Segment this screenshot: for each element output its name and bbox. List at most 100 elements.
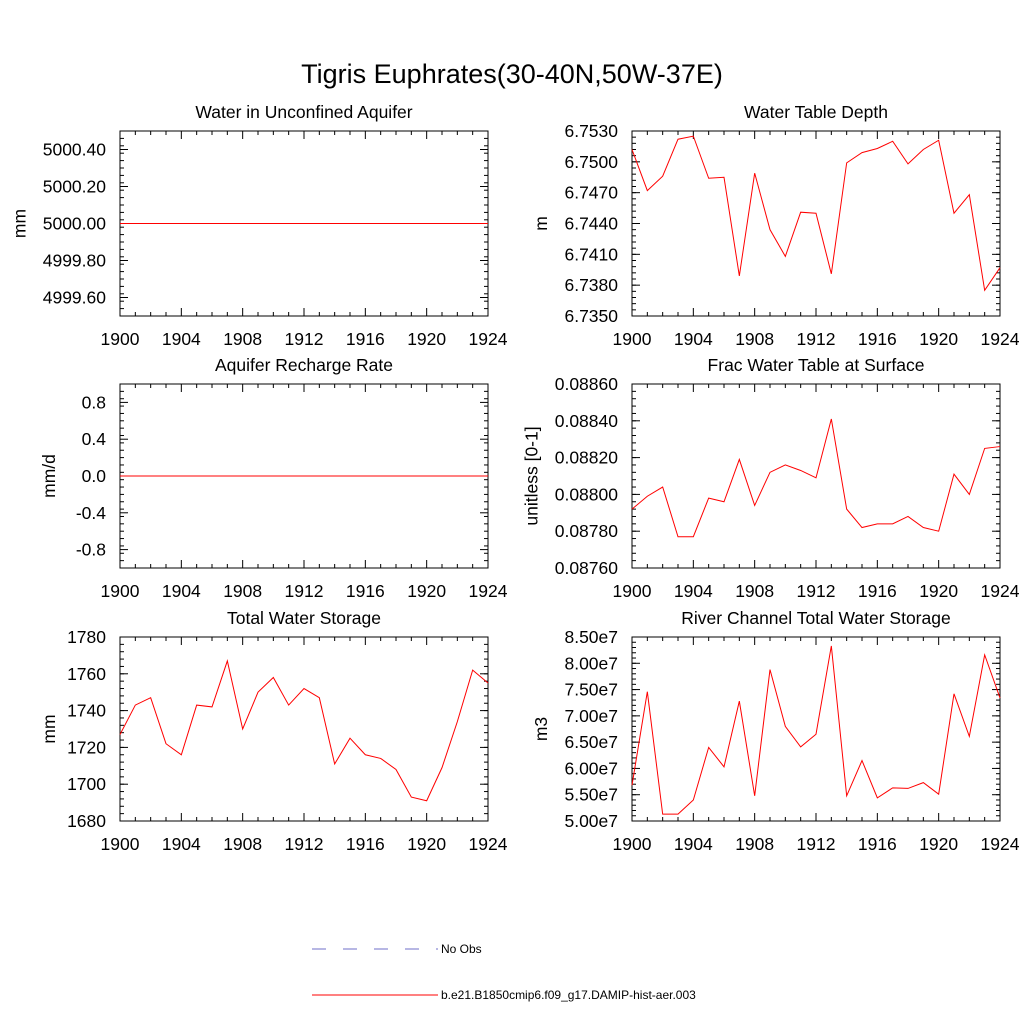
panel-2: Water Table Depth 1900 1904 1908 1912 1916 192… (531, 102, 1020, 349)
y-tick-label: 5.00e7 (564, 811, 618, 831)
plot-frame (631, 636, 1001, 822)
y-tick-label: 6.7470 (564, 183, 618, 203)
x-tick-label: 1912 (797, 834, 836, 854)
y-tick-label: 6.7530 (564, 121, 618, 141)
legend: No Obs b.e21.B1850cmip6.f09_g17.DAMIP-hi… (312, 942, 696, 1002)
x-tick-label: 1920 (407, 581, 446, 601)
x-tick-label: 1912 (285, 581, 324, 601)
y-tick-label: 0.8 (82, 392, 106, 412)
legend-label-model-run: b.e21.B1850cmip6.f09_g17.DAMIP-hist-aer.… (441, 988, 696, 1002)
panel-6: River Channel Total Water Storage 1900 190… (531, 608, 1020, 854)
y-tick-label: 6.50e7 (564, 732, 618, 752)
y-tick-label: 6.7350 (564, 306, 618, 326)
x-tick-label: 1916 (346, 581, 385, 601)
x-tick-label: 1920 (919, 834, 958, 854)
y-tick-label: 6.7410 (564, 244, 618, 264)
y-tick-label: 0.08780 (555, 521, 619, 541)
panel-title: Water Table Depth (744, 102, 888, 122)
y-tick-label: 0.08840 (555, 411, 619, 431)
y-axis-label: mm (39, 714, 59, 743)
y-tick-label: 1700 (67, 774, 106, 794)
y-tick-label: 7.50e7 (564, 680, 618, 700)
x-tick-label: 1916 (858, 581, 897, 601)
panel-title: Total Water Storage (227, 608, 381, 628)
y-tick-label: 4999.80 (43, 251, 107, 271)
series-line (631, 645, 1001, 815)
panel-5: Total Water Storage 1900 1904 1908 1912 1916 1… (39, 608, 508, 854)
x-tick-label: 1924 (981, 834, 1020, 854)
y-tick-label: 0.08860 (555, 374, 619, 394)
x-tick-label: 1900 (613, 834, 652, 854)
x-tick-label: 1912 (285, 834, 324, 854)
plot-frame (631, 130, 1001, 317)
panel-title: River Channel Total Water Storage (681, 608, 950, 628)
x-tick-label: 1900 (101, 581, 140, 601)
series-line (631, 135, 1001, 292)
x-tick-label: 1900 (101, 329, 140, 349)
x-tick-label: 1920 (407, 329, 446, 349)
x-tick-label: 1904 (674, 581, 713, 601)
x-tick-label: 1924 (469, 834, 508, 854)
x-tick-label: 1924 (981, 581, 1020, 601)
x-tick-label: 1924 (469, 581, 508, 601)
y-tick-label: 0.4 (82, 429, 107, 449)
x-tick-label: 1908 (735, 834, 774, 854)
y-tick-label: 6.7380 (564, 275, 618, 295)
series-line (631, 418, 1001, 538)
x-tick-label: 1924 (981, 329, 1020, 349)
y-tick-label: 5000.00 (43, 214, 107, 234)
x-tick-label: 1920 (407, 834, 446, 854)
y-tick-label: 6.7440 (564, 214, 618, 234)
y-tick-label: -0.4 (76, 503, 106, 523)
x-tick-label: 1912 (797, 581, 836, 601)
x-tick-label: 1908 (223, 834, 262, 854)
y-tick-label: -0.8 (76, 540, 106, 560)
x-tick-label: 1904 (162, 329, 201, 349)
y-tick-label: 6.00e7 (564, 758, 618, 778)
x-tick-label: 1900 (613, 581, 652, 601)
x-tick-label: 1916 (346, 329, 385, 349)
y-tick-label: 6.7500 (564, 152, 618, 172)
figure-title: Tigris Euphrates(30-40N,50W-37E) (301, 59, 723, 89)
x-tick-label: 1908 (735, 581, 774, 601)
x-tick-label: 1904 (162, 581, 201, 601)
x-tick-label: 1900 (613, 329, 652, 349)
x-tick-label: 1908 (223, 329, 262, 349)
y-tick-label: 1720 (67, 737, 106, 757)
series-line (119, 659, 489, 802)
x-tick-label: 1912 (285, 329, 324, 349)
y-axis-label: mm/d (39, 454, 59, 498)
y-tick-label: 4999.60 (43, 288, 107, 308)
y-tick-label: 8.00e7 (564, 653, 618, 673)
y-tick-label: 5.50e7 (564, 785, 618, 805)
panel-title: Aquifer Recharge Rate (215, 355, 393, 375)
y-axis-label: unitless [0-1] (521, 426, 541, 525)
plot-frame (119, 636, 489, 822)
x-tick-label: 1916 (858, 834, 897, 854)
x-tick-label: 1920 (919, 581, 958, 601)
x-tick-label: 1900 (101, 834, 140, 854)
y-tick-label: 0.08800 (555, 484, 619, 504)
panel-title: Water in Unconfined Aquifer (195, 102, 412, 122)
y-tick-label: 1680 (67, 811, 106, 831)
panel-1: Water in Unconfined Aquifer 1900 1904 1908 1… (9, 102, 507, 349)
y-tick-label: 0.08820 (555, 448, 619, 468)
y-tick-label: 5000.40 (43, 140, 107, 160)
y-axis-label: mm (9, 209, 29, 238)
y-tick-label: 0.08760 (555, 558, 619, 578)
y-tick-label: 1780 (67, 627, 106, 647)
x-tick-label: 1916 (346, 834, 385, 854)
x-tick-label: 1916 (858, 329, 897, 349)
y-tick-label: 5000.20 (43, 177, 107, 197)
legend-label-no-obs: No Obs (441, 942, 482, 956)
panels-group: Water in Unconfined Aquifer 1900 1904 1908 1… (9, 102, 1019, 854)
x-tick-label: 1924 (469, 329, 508, 349)
x-tick-label: 1904 (674, 834, 713, 854)
x-tick-label: 1908 (223, 581, 262, 601)
y-tick-label: 0.0 (82, 466, 107, 486)
x-tick-label: 1908 (735, 329, 774, 349)
panel-title: Frac Water Table at Surface (708, 355, 925, 375)
x-tick-label: 1920 (919, 329, 958, 349)
x-tick-label: 1904 (674, 329, 713, 349)
